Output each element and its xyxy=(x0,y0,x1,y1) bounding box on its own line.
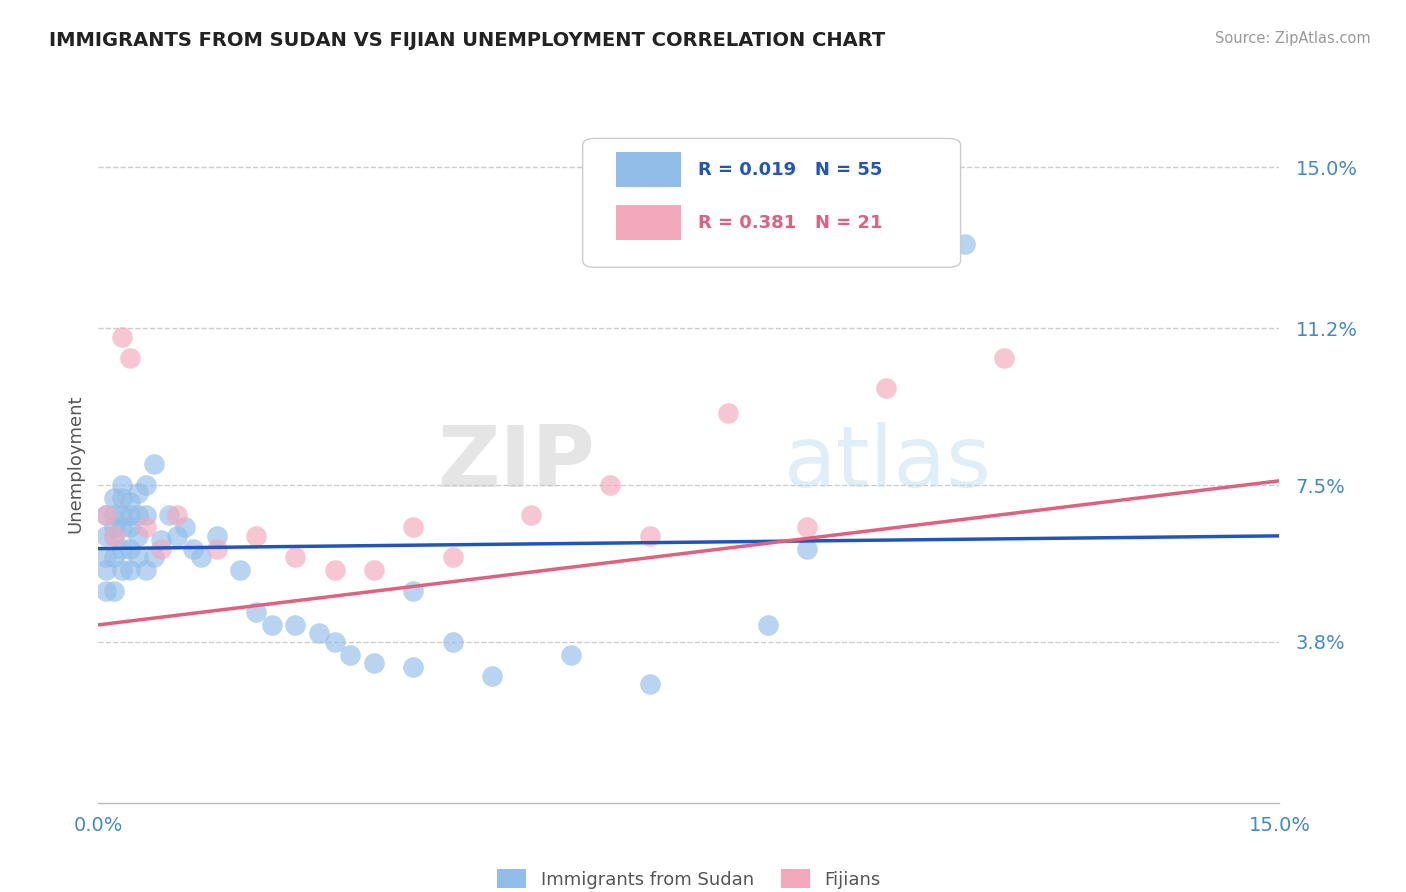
Text: IMMIGRANTS FROM SUDAN VS FIJIAN UNEMPLOYMENT CORRELATION CHART: IMMIGRANTS FROM SUDAN VS FIJIAN UNEMPLOY… xyxy=(49,31,886,50)
Point xyxy=(118,541,141,556)
Point xyxy=(96,529,118,543)
Point xyxy=(993,351,1015,365)
Point xyxy=(96,508,118,522)
Point xyxy=(103,508,125,522)
Point xyxy=(127,549,149,565)
Point xyxy=(402,583,425,598)
Text: R = 0.019   N = 55: R = 0.019 N = 55 xyxy=(699,161,883,178)
Point xyxy=(205,529,228,543)
Legend: Immigrants from Sudan, Fijians: Immigrants from Sudan, Fijians xyxy=(498,870,880,888)
Point xyxy=(796,541,818,556)
Point xyxy=(599,478,621,492)
Point xyxy=(308,626,330,640)
Point xyxy=(103,520,125,534)
Point xyxy=(229,563,252,577)
Point xyxy=(441,549,464,565)
Point xyxy=(363,563,385,577)
Point xyxy=(190,549,212,565)
Point xyxy=(111,508,134,522)
Point xyxy=(953,236,976,251)
Point xyxy=(135,478,157,492)
Point xyxy=(118,351,141,365)
Point xyxy=(717,406,740,420)
Point xyxy=(284,549,307,565)
Point xyxy=(174,520,197,534)
Point xyxy=(118,495,141,509)
Point xyxy=(103,549,125,565)
Point xyxy=(166,508,188,522)
Point xyxy=(205,541,228,556)
FancyBboxPatch shape xyxy=(582,138,960,268)
Point xyxy=(111,491,134,505)
Point xyxy=(363,656,385,670)
Point xyxy=(103,529,125,543)
Point xyxy=(135,508,157,522)
Point xyxy=(284,617,307,632)
Point xyxy=(142,549,165,565)
Point xyxy=(323,635,346,649)
Point xyxy=(875,380,897,394)
Point xyxy=(796,520,818,534)
Point xyxy=(96,508,118,522)
Point xyxy=(245,605,267,619)
Point xyxy=(96,549,118,565)
Point xyxy=(135,563,157,577)
Point xyxy=(127,486,149,500)
Point xyxy=(103,529,125,543)
Point xyxy=(96,583,118,598)
Point xyxy=(142,457,165,471)
Point xyxy=(441,635,464,649)
Point xyxy=(157,508,180,522)
Text: ZIP: ZIP xyxy=(437,422,595,506)
Point xyxy=(127,529,149,543)
Point xyxy=(260,617,283,632)
Bar xyxy=(616,205,681,240)
Text: R = 0.381   N = 21: R = 0.381 N = 21 xyxy=(699,213,883,232)
Point xyxy=(103,583,125,598)
Text: atlas: atlas xyxy=(783,422,991,506)
Point xyxy=(402,660,425,674)
Point xyxy=(560,648,582,662)
Point xyxy=(135,520,157,534)
Point xyxy=(481,669,503,683)
Point xyxy=(181,541,204,556)
Point xyxy=(166,529,188,543)
Point xyxy=(111,520,134,534)
Point xyxy=(520,508,543,522)
Point xyxy=(111,330,134,344)
Point xyxy=(118,520,141,534)
Point xyxy=(756,617,779,632)
Bar xyxy=(616,152,681,187)
Point xyxy=(118,563,141,577)
Point xyxy=(111,478,134,492)
Point xyxy=(127,508,149,522)
Point xyxy=(245,529,267,543)
Point xyxy=(323,563,346,577)
Point xyxy=(96,563,118,577)
Text: Source: ZipAtlas.com: Source: ZipAtlas.com xyxy=(1215,31,1371,46)
Y-axis label: Unemployment: Unemployment xyxy=(66,394,84,533)
Point xyxy=(638,677,661,691)
Point xyxy=(150,541,173,556)
Point xyxy=(638,529,661,543)
Point xyxy=(150,533,173,547)
Point xyxy=(103,491,125,505)
Point xyxy=(339,648,361,662)
Point xyxy=(111,541,134,556)
Point xyxy=(111,563,134,577)
Point xyxy=(402,520,425,534)
Point xyxy=(118,508,141,522)
